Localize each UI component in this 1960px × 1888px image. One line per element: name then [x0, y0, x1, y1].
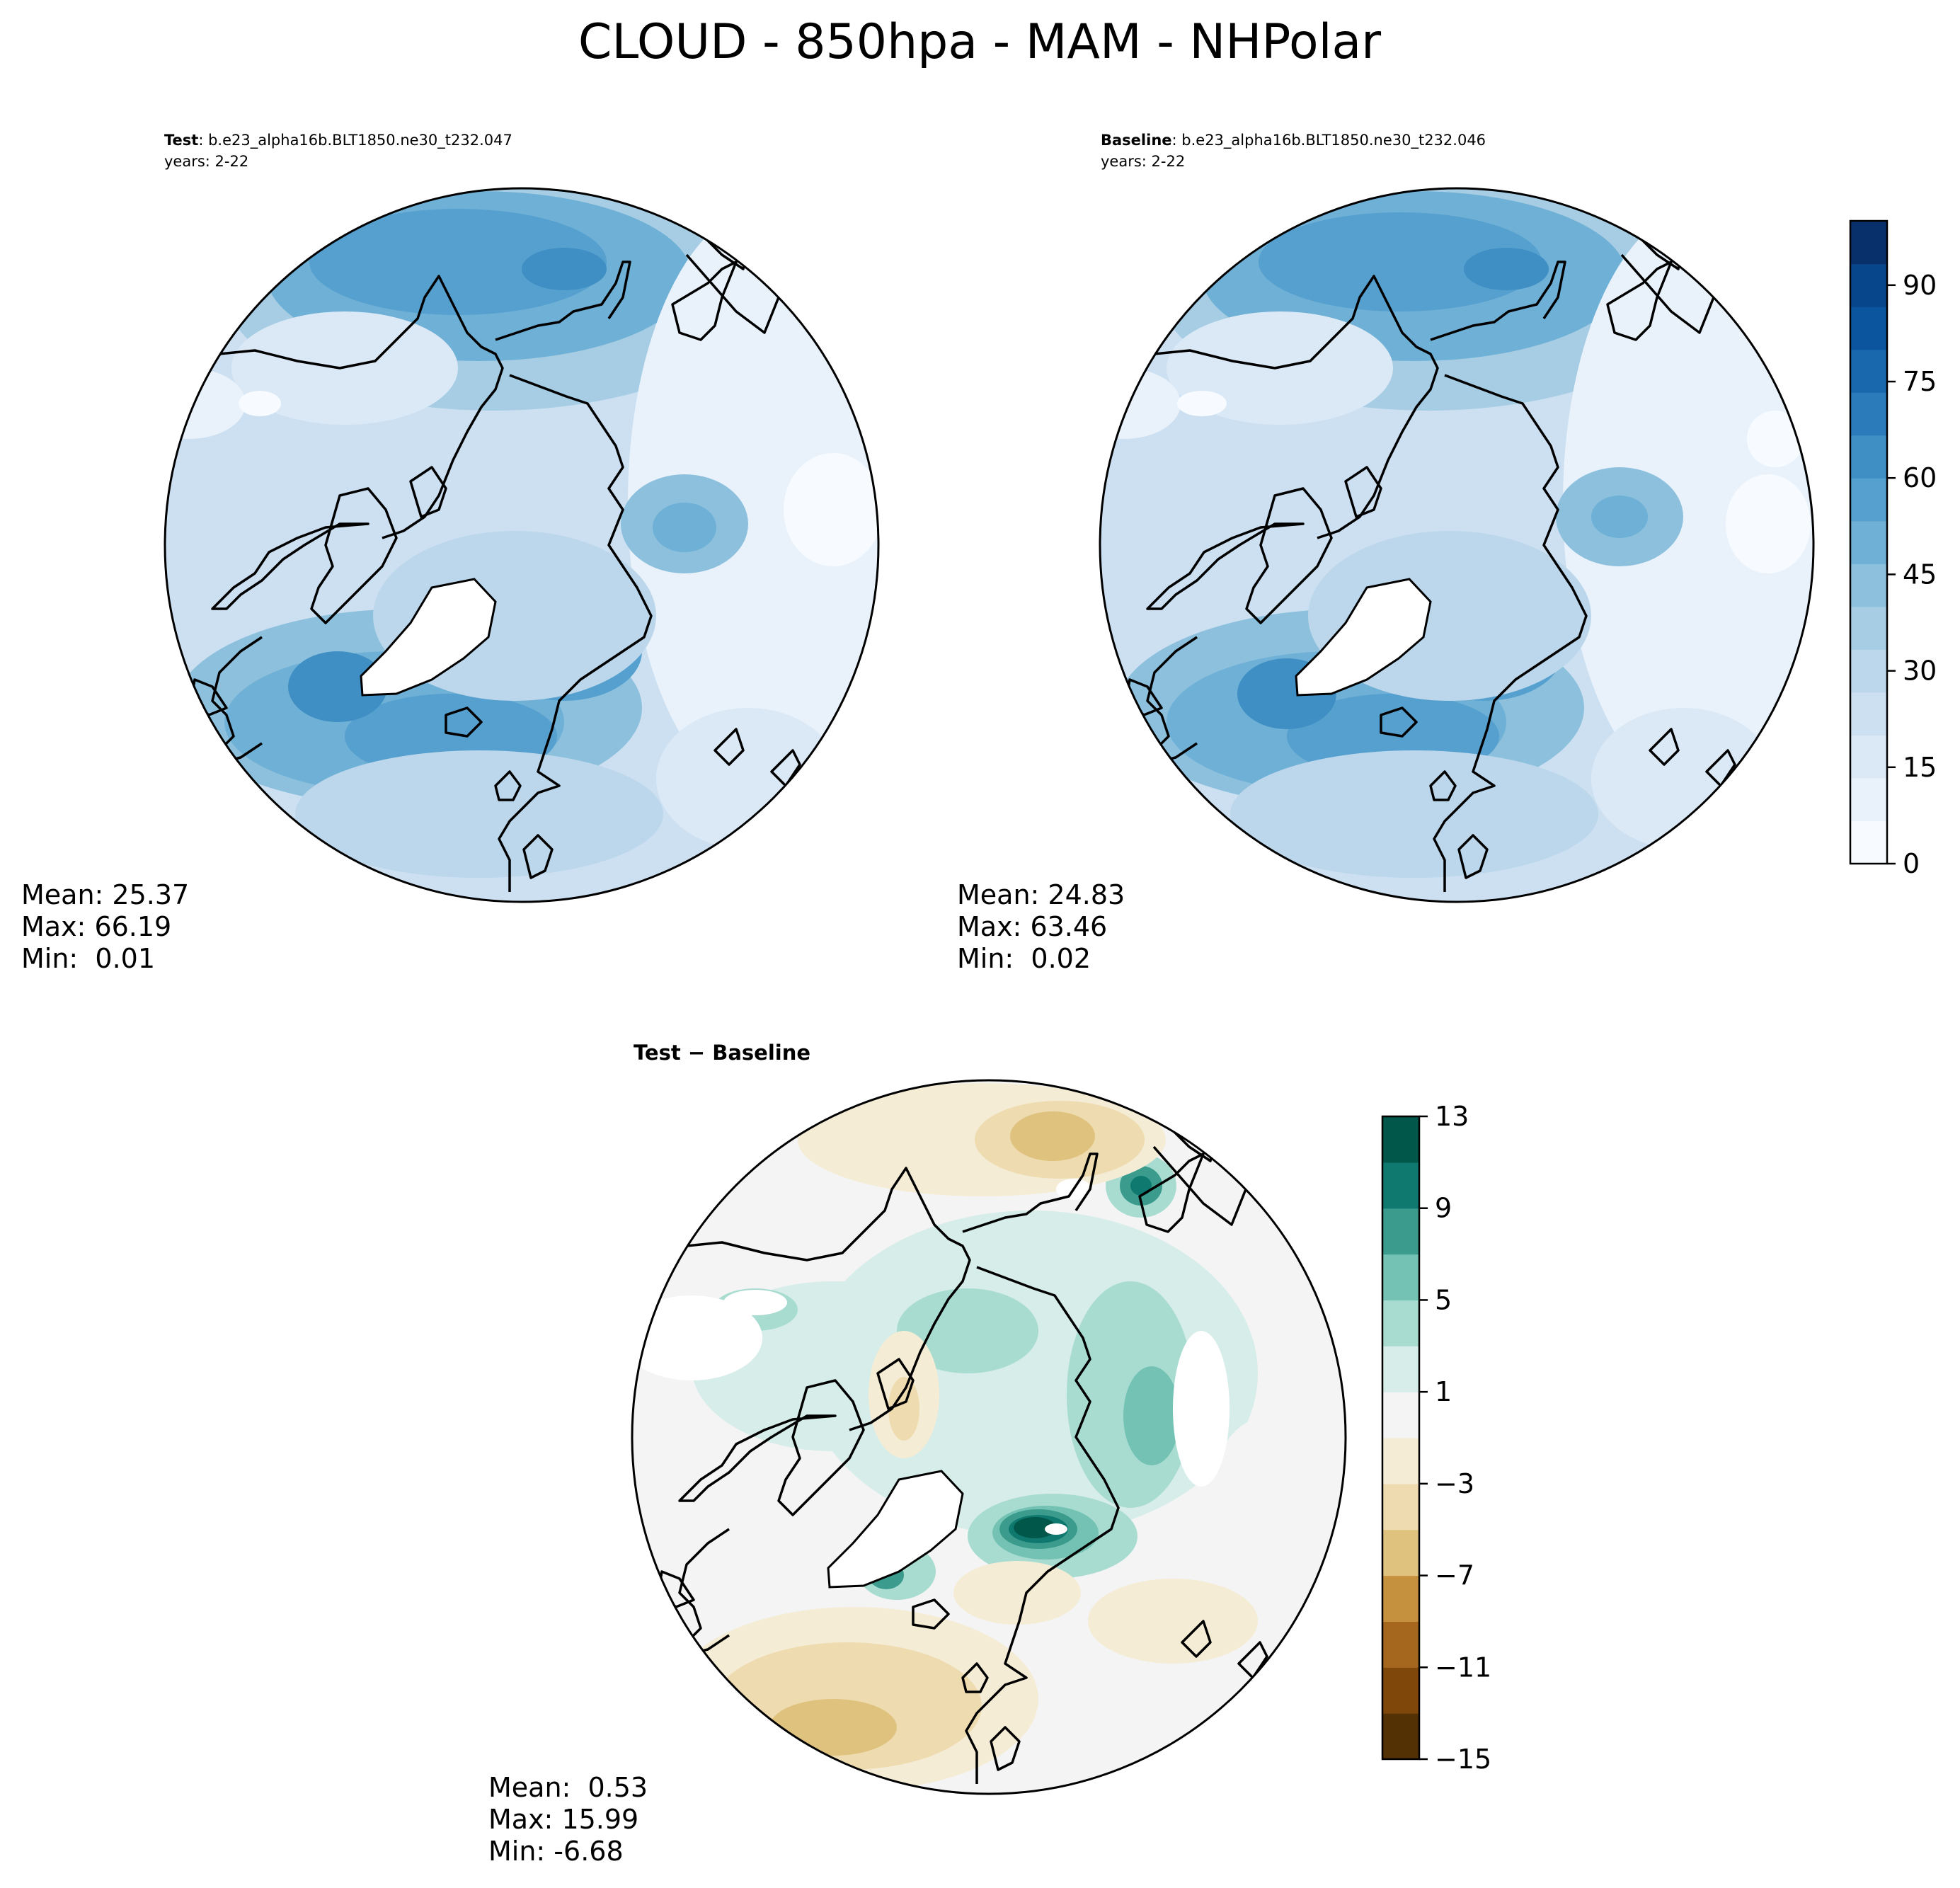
panel-baseline: Baseline: b.e23_alpha16b.BLT1850.ne30_t2… [957, 132, 1937, 974]
test-map [165, 188, 878, 902]
blues-colorbar-bands [1850, 221, 1887, 864]
blues-colorbar-band [1850, 478, 1887, 522]
test-label-bold: Test [164, 132, 198, 149]
blues-colorbar-band [1850, 692, 1887, 736]
brbg-colorbar: 13 9 5 1 −3 −7 −11 −15 [1381, 1101, 1491, 1775]
baseline-map [1100, 188, 1813, 902]
brbg-colorbar-band [1382, 1392, 1419, 1438]
brbg-colorbar-tick-label: 13 [1435, 1101, 1469, 1132]
blues-colorbar-band [1850, 520, 1887, 564]
baseline-label: Baseline: b.e23_alpha16b.BLT1850.ne30_t2… [1101, 132, 1486, 149]
difference-stat-max: Max: 15.99 [488, 1804, 638, 1835]
blues-colorbar-tick-label: 60 [1903, 462, 1937, 493]
blues-colorbar-band [1850, 563, 1887, 607]
test-label: Test: b.e23_alpha16b.BLT1850.ne30_t232.0… [164, 132, 512, 149]
brbg-colorbar-tick-label: −15 [1435, 1744, 1491, 1775]
brbg-colorbar-band [1382, 1667, 1419, 1714]
brbg-colorbar-tick-label: −11 [1435, 1652, 1491, 1683]
brbg-colorbar-band [1382, 1483, 1419, 1531]
blues-colorbar-frame [1849, 219, 1889, 865]
difference-greenland-mask [827, 1470, 964, 1589]
baseline-label-run: : b.e23_alpha16b.BLT1850.ne30_t232.046 [1172, 132, 1486, 149]
blues-colorbar-band [1850, 307, 1887, 350]
brbg-colorbar-tick-label: 9 [1435, 1193, 1452, 1224]
brbg-colorbar-band [1382, 1438, 1419, 1484]
baseline-years: years: 2-22 [1101, 153, 1185, 170]
baseline-stat-mean: Mean: 24.83 [957, 879, 1125, 910]
panel-difference: Test − Baseline [488, 1041, 1491, 1867]
test-label-run: : b.e23_alpha16b.BLT1850.ne30_t232.047 [198, 132, 512, 149]
panel-test: Test: b.e23_alpha16b.BLT1850.ne30_t232.0… [21, 132, 880, 974]
test-stat-min: Min: 0.01 [21, 943, 155, 974]
test-stat-max: Max: 66.19 [21, 911, 171, 942]
difference-coastlines [657, 1089, 1268, 1784]
blues-colorbar-tick-label: 15 [1903, 752, 1937, 783]
difference-map-boundary [631, 1079, 1347, 1795]
blues-colorbar-tick-label: 30 [1903, 656, 1937, 687]
difference-map [632, 1080, 1346, 1794]
brbg-colorbar-band [1382, 1254, 1419, 1301]
blues-colorbar: 0 15 30 45 60 75 90 [1849, 219, 1937, 879]
baseline-greenland-mask [1295, 578, 1432, 697]
blues-colorbar-band [1850, 263, 1887, 307]
brbg-colorbar-frame [1381, 1115, 1421, 1761]
brbg-colorbar-ticks: 13 9 5 1 −3 −7 −11 −15 [1419, 1101, 1491, 1775]
baseline-label-bold: Baseline [1101, 132, 1172, 149]
blues-colorbar-tick-label: 0 [1903, 848, 1920, 879]
test-coastlines [190, 197, 801, 892]
blues-colorbar-band [1850, 735, 1887, 779]
blues-colorbar-band [1850, 349, 1887, 393]
blues-colorbar-ticks: 0 15 30 45 60 75 90 [1887, 270, 1937, 879]
test-greenland-mask [360, 578, 497, 697]
brbg-colorbar-band [1382, 1621, 1419, 1668]
blues-colorbar-tick-label: 75 [1903, 366, 1937, 397]
brbg-colorbar-band [1382, 1208, 1419, 1255]
brbg-colorbar-band [1382, 1529, 1419, 1577]
test-years: years: 2-22 [164, 153, 248, 170]
brbg-colorbar-tick-label: −3 [1435, 1468, 1474, 1499]
test-map-boundary [164, 187, 880, 903]
blues-colorbar-band [1850, 777, 1887, 822]
brbg-colorbar-band [1382, 1300, 1419, 1346]
brbg-colorbar-band [1382, 1575, 1419, 1623]
brbg-colorbar-band [1382, 1116, 1419, 1163]
brbg-colorbar-bands [1382, 1116, 1419, 1760]
blues-colorbar-band [1850, 820, 1887, 864]
difference-stat-min: Min: -6.68 [488, 1836, 624, 1867]
test-map-field [165, 188, 878, 878]
brbg-colorbar-band [1382, 1162, 1419, 1209]
blues-colorbar-band [1850, 649, 1887, 693]
difference-label: Test − Baseline [634, 1041, 810, 1065]
figure-title: CLOUD - 850hpa - MAM - NHPolar [578, 14, 1381, 70]
blues-colorbar-band [1850, 435, 1887, 479]
blues-colorbar-tick-label: 90 [1903, 270, 1937, 301]
difference-stat-mean: Mean: 0.53 [488, 1772, 648, 1803]
blues-colorbar-band [1850, 221, 1887, 265]
brbg-colorbar-band [1382, 1713, 1419, 1760]
baseline-stat-min: Min: 0.02 [957, 943, 1091, 974]
blues-colorbar-band [1850, 606, 1887, 650]
brbg-colorbar-band [1382, 1346, 1419, 1392]
brbg-colorbar-tick-label: 5 [1435, 1284, 1452, 1315]
baseline-map-boundary [1099, 187, 1815, 903]
baseline-stat-max: Max: 63.46 [957, 911, 1107, 942]
brbg-colorbar-tick-label: 1 [1435, 1376, 1452, 1407]
blues-colorbar-band [1850, 392, 1887, 436]
test-stat-mean: Mean: 25.37 [21, 879, 189, 910]
brbg-colorbar-tick-label: −7 [1435, 1560, 1474, 1591]
blues-colorbar-tick-label: 45 [1903, 559, 1937, 590]
